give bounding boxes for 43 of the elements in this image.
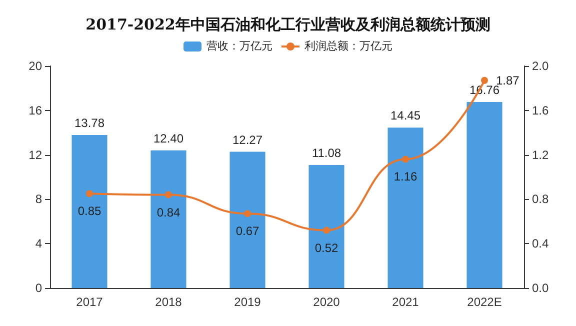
y2-tick-label: 1.6	[532, 103, 550, 118]
y2-tick-label: 2.0	[532, 59, 550, 73]
x-tick-label: 2019	[234, 295, 262, 309]
y-tick-label: 16	[28, 103, 42, 118]
bar	[72, 135, 108, 288]
data-label: 0.85	[78, 204, 102, 218]
point	[402, 156, 409, 163]
data-label: 1.16	[394, 170, 418, 184]
y-tick-label: 4	[35, 236, 42, 251]
y-tick-label: 12	[28, 148, 42, 162]
x-tick-label: 2017	[76, 295, 104, 309]
point	[481, 76, 488, 84]
bar	[466, 102, 502, 288]
y-tick-label: 8	[35, 192, 42, 206]
bar	[150, 150, 186, 288]
data-label: 14.45	[390, 108, 421, 123]
data-label: 0.67	[236, 224, 260, 238]
y2-tick-label: 0.8	[532, 192, 550, 206]
bar	[230, 152, 266, 288]
y2-tick-label: 1.2	[532, 148, 550, 162]
y2-tick-label: 0.0	[532, 281, 550, 295]
legend-label: 营收：万亿元	[206, 40, 272, 52]
bar	[388, 128, 424, 288]
data-label: 0.84	[156, 205, 180, 220]
data-label: 11.08	[312, 146, 342, 160]
chart-title: 2017-2022年中国石油和化工行业营收及利润总额统计预测	[86, 16, 490, 34]
x-tick-label: 2020	[313, 295, 340, 309]
point	[323, 226, 330, 234]
y-tick-label: 0	[35, 281, 42, 295]
point	[165, 191, 172, 198]
point	[244, 210, 251, 218]
data-label: 13.78	[74, 116, 105, 130]
data-label: 0.52	[314, 240, 338, 255]
y-tick-label: 20	[28, 59, 42, 73]
point	[86, 190, 93, 198]
data-label: 12.40	[153, 131, 184, 146]
x-tick-label: 2022E	[467, 295, 502, 309]
x-tick-label: 2021	[392, 295, 420, 309]
y2-tick-label: 0.4	[532, 236, 550, 251]
legend-label: 利润总额：万亿元	[304, 40, 392, 52]
bar	[308, 165, 344, 288]
data-label: 12.27	[232, 132, 263, 147]
x-tick-label: 2018	[155, 295, 182, 309]
